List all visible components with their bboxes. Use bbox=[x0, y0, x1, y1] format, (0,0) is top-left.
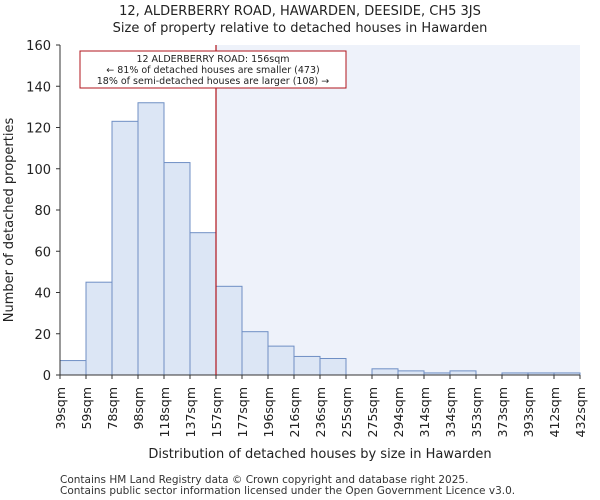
histogram-bar bbox=[241, 331, 269, 376]
y-tick-label: 60 bbox=[34, 245, 51, 260]
y-tick-label: 100 bbox=[26, 163, 51, 178]
x-tick-label: 39sqm bbox=[53, 387, 68, 430]
y-axis-label: Number of detached properties bbox=[2, 118, 17, 323]
x-tick-label: 255sqm bbox=[339, 387, 354, 437]
annotation-line-2: ← 81% of detached houses are smaller (47… bbox=[106, 65, 319, 76]
chart-title: 12, ALDERBERRY ROAD, HAWARDEN, DEESIDE, … bbox=[119, 4, 481, 19]
x-tick-label: 157sqm bbox=[209, 387, 224, 437]
x-tick-label: 314sqm bbox=[417, 387, 432, 437]
x-tick-label: 353sqm bbox=[469, 387, 484, 437]
x-tick-label: 78sqm bbox=[105, 387, 120, 430]
annotation-line-1: 12 ALDERBERRY ROAD: 156sqm bbox=[136, 54, 289, 65]
histogram-bar bbox=[59, 360, 87, 376]
y-tick-label: 0 bbox=[43, 369, 51, 384]
y-tick-label: 140 bbox=[26, 80, 51, 95]
x-tick-label: 412sqm bbox=[547, 387, 562, 437]
histogram-bar bbox=[397, 370, 425, 376]
x-tick-label: 275sqm bbox=[365, 387, 380, 437]
histogram-bar bbox=[267, 345, 295, 376]
chart-subtitle: Size of property relative to detached ho… bbox=[112, 21, 488, 36]
x-tick-label: 216sqm bbox=[287, 387, 302, 437]
x-tick-label: 196sqm bbox=[261, 387, 276, 437]
footer-line-2: Contains public sector information licen… bbox=[60, 485, 516, 497]
histogram-bar bbox=[371, 368, 399, 376]
histogram-bar bbox=[449, 370, 477, 376]
annotation-line-3: 18% of semi-detached houses are larger (… bbox=[97, 76, 330, 87]
x-tick-label: 236sqm bbox=[313, 387, 328, 437]
histogram-bar bbox=[189, 232, 217, 376]
histogram-bar bbox=[85, 281, 113, 376]
x-tick-label: 373sqm bbox=[495, 387, 510, 437]
x-tick-label: 432sqm bbox=[573, 387, 588, 437]
histogram-bar bbox=[111, 120, 139, 376]
x-tick-label: 334sqm bbox=[443, 387, 458, 437]
x-tick-label: 137sqm bbox=[183, 387, 198, 437]
histogram-bar bbox=[137, 102, 165, 376]
y-tick-label: 80 bbox=[34, 204, 51, 219]
x-tick-label: 177sqm bbox=[235, 387, 250, 437]
y-tick-label: 20 bbox=[34, 328, 51, 343]
y-tick-label: 120 bbox=[26, 122, 51, 137]
x-axis-label: Distribution of detached houses by size … bbox=[148, 447, 491, 462]
x-tick-label: 98sqm bbox=[131, 387, 146, 430]
x-tick-label: 294sqm bbox=[391, 387, 406, 437]
x-tick-label: 118sqm bbox=[157, 387, 172, 437]
y-tick-label: 160 bbox=[26, 39, 51, 54]
histogram-bar bbox=[215, 285, 243, 376]
footer-line-1: Contains HM Land Registry data © Crown c… bbox=[60, 474, 469, 486]
annotation-box bbox=[79, 50, 347, 89]
histogram-bar bbox=[319, 358, 347, 376]
x-tick-label: 393sqm bbox=[521, 387, 536, 437]
histogram-bar bbox=[163, 162, 191, 376]
histogram-bar bbox=[293, 355, 321, 376]
y-tick-label: 40 bbox=[34, 287, 51, 302]
x-tick-label: 59sqm bbox=[79, 387, 94, 430]
highlight-region bbox=[216, 45, 580, 375]
